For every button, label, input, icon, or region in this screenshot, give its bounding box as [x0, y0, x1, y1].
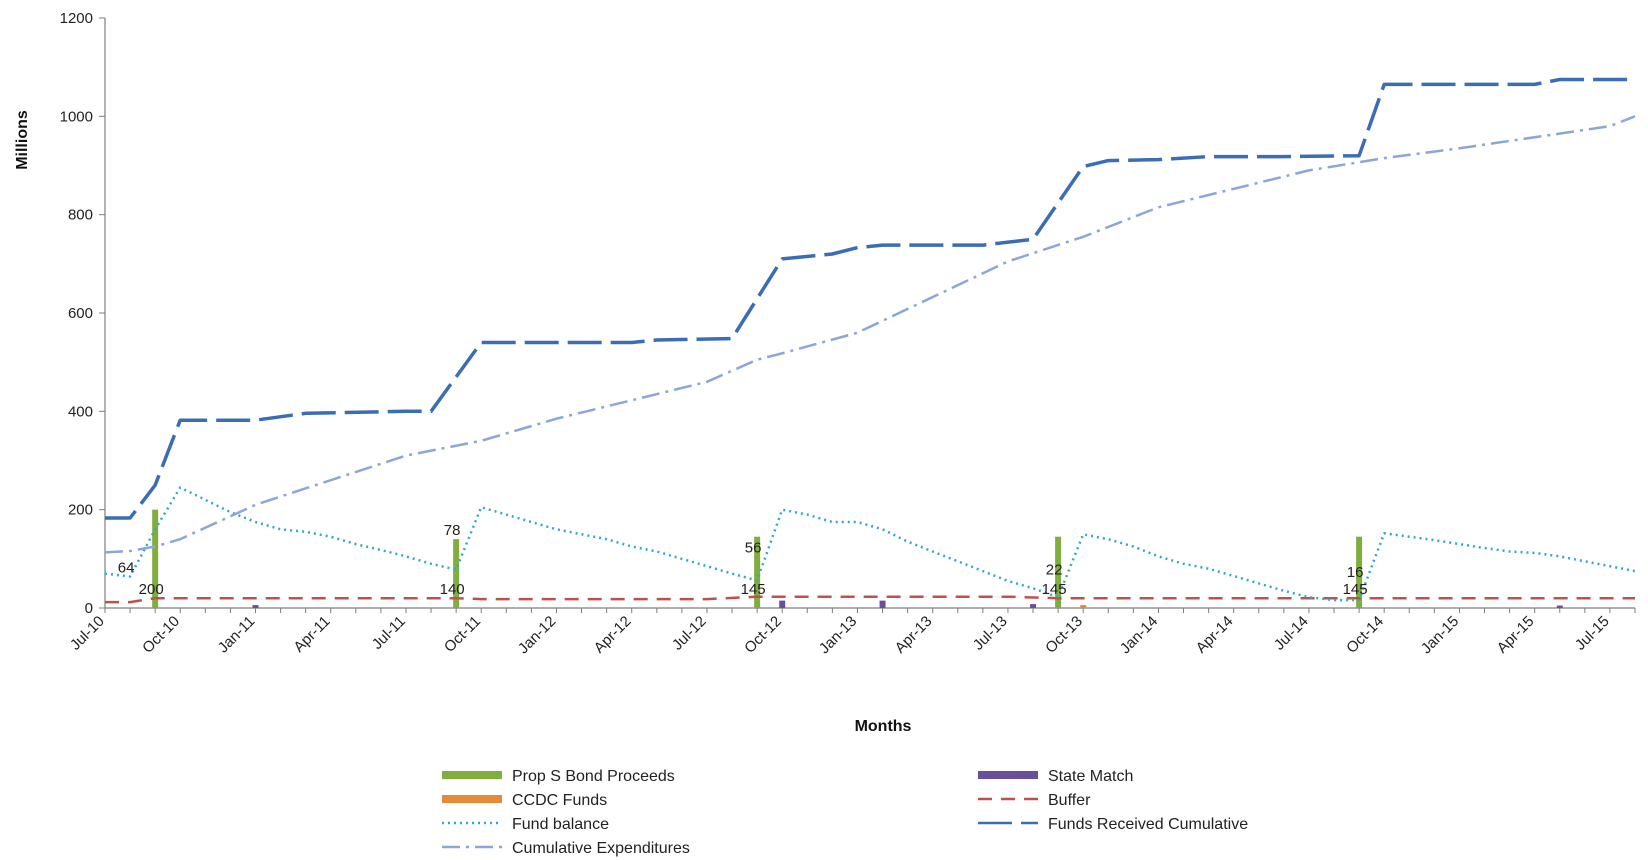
- y-tick-label: 800: [68, 207, 93, 224]
- legend-swatch: [442, 771, 502, 779]
- x-tick-label: Jul-15: [1572, 613, 1613, 654]
- data-label: 56: [745, 539, 762, 556]
- x-tick-label: Jan-13: [816, 613, 860, 657]
- x-tick-label: Jul-13: [970, 613, 1011, 654]
- legend-swatch: [978, 771, 1038, 779]
- series-line-fund-balance: [104, 486, 1636, 602]
- data-label: 22: [1046, 562, 1063, 579]
- y-tick-label: 1000: [60, 108, 93, 125]
- y-tick-label: 0: [85, 600, 93, 617]
- y-tick-label: 400: [68, 403, 93, 420]
- y-tick-label: 200: [68, 502, 93, 519]
- bar-prop-s-bond-proceeds: [754, 536, 761, 608]
- x-tick-label: Oct-12: [741, 613, 785, 657]
- legend-label: Funds Received Cumulative: [1048, 816, 1248, 833]
- x-tick-label: Jan-14: [1117, 613, 1161, 657]
- bar-state-match: [1556, 605, 1563, 608]
- lines-layer: [104, 77, 1636, 604]
- data-label: 16: [1347, 564, 1364, 581]
- legend-label: Buffer: [1048, 792, 1091, 809]
- bar-state-match: [879, 600, 886, 608]
- x-tick-label: Apr-11: [290, 613, 333, 656]
- legend: Prop S Bond Proceeds State Match CCDC Fund…: [442, 768, 1248, 857]
- data-label: 145: [741, 581, 766, 598]
- x-tick-label: Jul-12: [669, 613, 710, 654]
- legend-label: Fund balance: [512, 816, 609, 833]
- y-tick-label: 1200: [60, 10, 93, 27]
- data-label: 145: [1343, 581, 1368, 598]
- bar-state-match: [252, 605, 259, 608]
- legend-swatch: [442, 795, 502, 803]
- bar-state-match: [1030, 604, 1037, 608]
- legend-label: Cumulative Expenditures: [512, 840, 690, 857]
- data-label: 140: [440, 581, 465, 598]
- series-line-funds-received-cumulative: [105, 77, 1635, 520]
- x-tick-label: Apr-15: [1494, 613, 1538, 657]
- x-tick-label: Apr-13: [892, 613, 936, 657]
- bar-prop-s-bond-proceeds: [152, 509, 159, 608]
- bars-layer: [152, 509, 1563, 608]
- legend-label: CCDC Funds: [512, 792, 607, 809]
- bar-prop-s-bond-proceeds: [1356, 536, 1363, 608]
- x-tick-label: Jan-15: [1418, 613, 1462, 657]
- x-tick-label: Jan-11: [215, 613, 259, 657]
- x-tick-label: Jan-12: [515, 613, 559, 657]
- x-tick-label: Oct-14: [1343, 613, 1387, 657]
- series-line-cumulative-expenditures: [104, 115, 1636, 554]
- x-tick-label: Apr-14: [1193, 613, 1237, 657]
- x-axis-title: Months: [855, 718, 912, 735]
- bar-state-match: [779, 600, 786, 608]
- x-tick-label: Jul-10: [67, 613, 108, 654]
- data-label: 64: [118, 560, 135, 577]
- axes: 0 200 400 600 800 1000 1200 Jul-10 Oct-10 Jan-11 A…: [60, 10, 1636, 657]
- bar-prop-s-bond-proceeds: [453, 539, 460, 608]
- data-label: 78: [444, 522, 461, 539]
- data-label: 200: [139, 581, 164, 598]
- series-line-buffer: [105, 595, 1635, 604]
- x-tick-label: Oct-13: [1042, 613, 1086, 657]
- data-label: 145: [1042, 581, 1067, 598]
- y-axis-title: Millions: [14, 110, 31, 170]
- legend-label: Prop S Bond Proceeds: [512, 768, 675, 785]
- x-tick-label: Jul-14: [1271, 613, 1312, 654]
- x-tick-label: Jul-11: [369, 613, 409, 653]
- x-tick-label: Oct-10: [139, 613, 183, 657]
- bar-ccdc-funds: [1080, 605, 1087, 608]
- y-tick-label: 600: [68, 305, 93, 322]
- x-tick-label: Oct-11: [441, 613, 484, 656]
- legend-label: State Match: [1048, 768, 1133, 785]
- x-tick-label: Apr-12: [591, 613, 635, 657]
- bar-prop-s-bond-proceeds: [1055, 536, 1062, 608]
